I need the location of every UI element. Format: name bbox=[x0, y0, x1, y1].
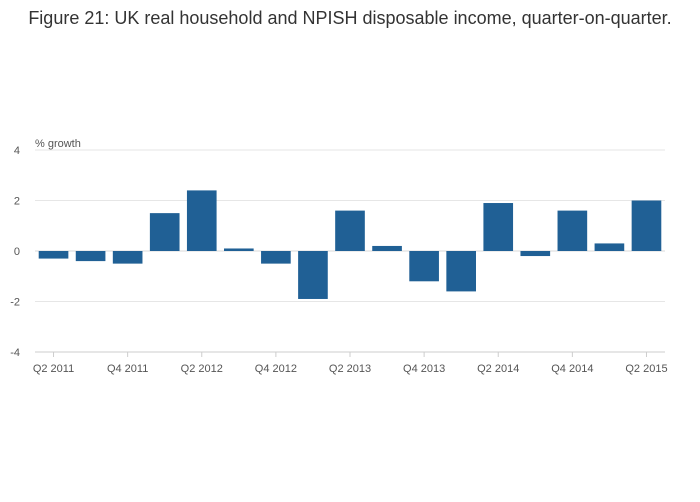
x-tick-label: Q2 2012 bbox=[181, 363, 223, 375]
bar bbox=[224, 248, 254, 251]
bar bbox=[557, 210, 588, 251]
y-tick-label: 2 bbox=[14, 196, 20, 208]
bar bbox=[75, 251, 106, 262]
x-tick-label: Q4 2012 bbox=[255, 363, 297, 375]
bar bbox=[38, 251, 69, 259]
bar bbox=[261, 251, 291, 264]
bar bbox=[409, 251, 439, 282]
y-axis: 4 2 0 -2 -4 bbox=[10, 145, 20, 359]
y-tick-label: 4 bbox=[14, 145, 20, 157]
y-tick-label: -2 bbox=[10, 297, 20, 309]
x-tick-label: Q2 2013 bbox=[329, 363, 371, 375]
bars bbox=[38, 190, 662, 299]
x-tick-label: Q2 2014 bbox=[477, 363, 519, 375]
bar bbox=[335, 210, 365, 251]
bar bbox=[112, 251, 143, 264]
y-tick-label: 0 bbox=[14, 246, 20, 258]
x-tick-label: Q2 2015 bbox=[625, 363, 667, 375]
chart-title: Figure 21: UK real household and NPISH d… bbox=[28, 8, 672, 28]
bar bbox=[372, 245, 402, 251]
bar bbox=[186, 190, 217, 251]
y-tick-label: -4 bbox=[10, 347, 20, 359]
x-tick-label: Q4 2011 bbox=[107, 363, 148, 375]
bar bbox=[483, 203, 514, 251]
bar bbox=[631, 200, 662, 251]
x-axis: Q2 2011 Q4 2011 Q2 2012 Q4 2012 Q2 2013 Q4 20… bbox=[33, 351, 668, 375]
bar bbox=[446, 251, 476, 292]
x-tick-label: Q4 2013 bbox=[403, 363, 445, 375]
x-tick-label: Q2 2011 bbox=[33, 363, 74, 375]
y-axis-label: % growth bbox=[35, 138, 81, 150]
x-tick-label: Q4 2014 bbox=[551, 363, 593, 375]
bar bbox=[520, 251, 551, 257]
bar bbox=[594, 243, 625, 251]
bar bbox=[298, 251, 328, 299]
bar bbox=[149, 213, 180, 251]
